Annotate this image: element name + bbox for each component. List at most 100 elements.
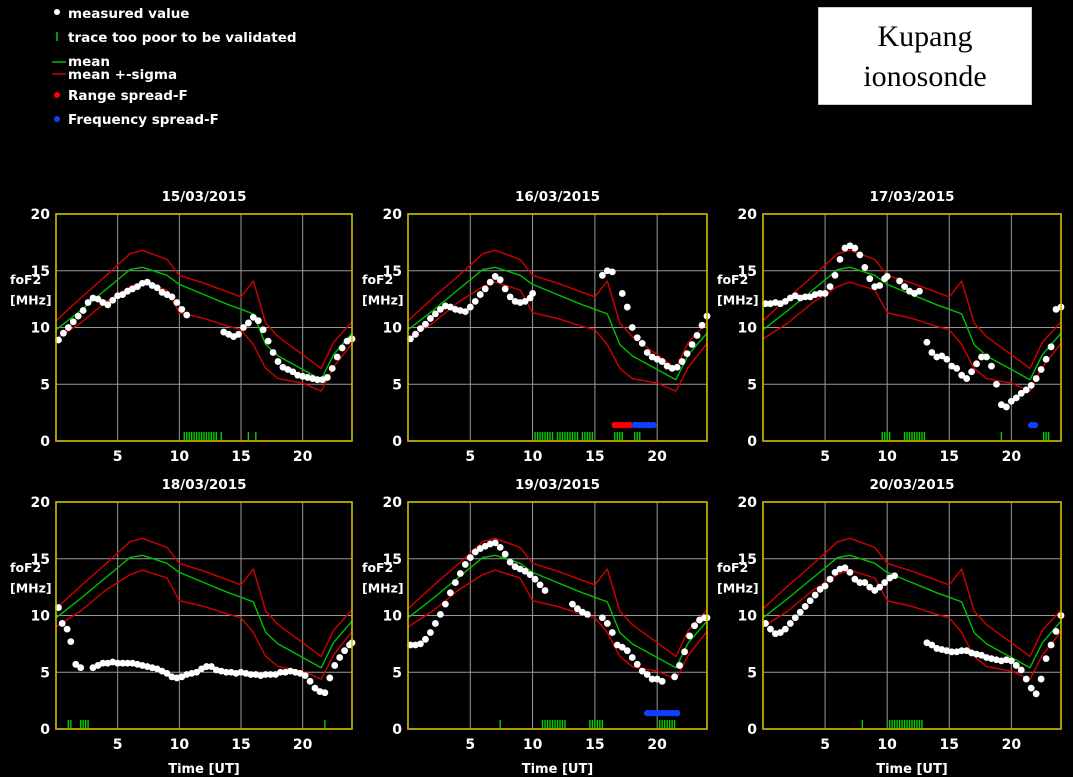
measured-point — [84, 299, 92, 306]
x-tick-label: 10 — [170, 737, 190, 753]
y-tick-label: 10 — [383, 609, 403, 625]
y-tick-label: 10 — [383, 321, 403, 337]
measured-point — [506, 293, 514, 301]
x-tick-label: 15 — [585, 449, 604, 465]
measured-point — [163, 669, 171, 677]
measured-point — [816, 585, 824, 593]
measured-point — [99, 659, 107, 667]
measured-point — [235, 330, 242, 338]
sigma-upper-line — [55, 249, 353, 370]
range-spread-point — [626, 421, 633, 429]
measured-point — [851, 575, 859, 583]
measured-point — [603, 620, 611, 627]
measured-point — [58, 620, 66, 627]
chart-panel-4 — [55, 501, 356, 730]
measured-point — [916, 287, 923, 295]
measured-point — [466, 303, 474, 311]
chart-panel-6 — [762, 501, 1065, 730]
x-axis-label: Time [UT] — [522, 762, 594, 777]
measured-point — [686, 632, 693, 640]
measured-point — [856, 579, 864, 586]
measured-point — [476, 291, 484, 298]
measured-point — [461, 308, 469, 316]
measured-point — [1052, 627, 1060, 635]
x-tick-label: 10 — [170, 449, 190, 465]
measured-point — [673, 363, 681, 371]
measured-point — [168, 293, 176, 301]
measured-point — [938, 352, 946, 360]
measured-point — [506, 558, 514, 566]
measured-point — [451, 579, 459, 586]
measured-point — [301, 672, 309, 680]
measured-point — [64, 324, 72, 331]
x-tick-label: 20 — [647, 449, 667, 465]
sigma-upper-line — [762, 249, 1062, 370]
plot-frame — [762, 213, 1062, 442]
y-tick-label: 5 — [747, 665, 757, 681]
x-tick-label: 5 — [820, 449, 830, 465]
measured-point — [323, 374, 331, 381]
x-tick-label: 5 — [465, 449, 475, 465]
measured-point — [432, 310, 439, 318]
measured-point — [876, 583, 884, 591]
measured-point — [856, 251, 864, 259]
x-tick-label: 15 — [940, 449, 959, 465]
measured-point — [178, 305, 186, 313]
freq-spread-point — [1031, 421, 1039, 429]
measured-point — [1042, 655, 1050, 663]
measured-point — [623, 647, 631, 655]
measured-point — [963, 375, 971, 382]
measured-point — [336, 654, 344, 661]
y-axis-label: foF2 — [10, 560, 41, 575]
plot-frame — [407, 213, 708, 442]
x-tick-label: 15 — [231, 737, 250, 753]
x-tick-label: 5 — [465, 737, 475, 753]
measured-point — [876, 282, 884, 289]
measured-point — [306, 677, 314, 685]
measured-point — [466, 554, 474, 562]
measured-point — [811, 591, 819, 599]
measured-point — [988, 362, 995, 370]
measured-point — [628, 324, 636, 331]
x-tick-label: 5 — [113, 737, 123, 753]
measured-point — [831, 568, 839, 576]
y-tick-label: 15 — [31, 552, 50, 568]
y-tick-label: 5 — [392, 377, 402, 393]
measured-point — [821, 290, 829, 297]
measured-point — [326, 674, 334, 682]
measured-point — [1037, 675, 1045, 683]
measured-point — [314, 376, 321, 384]
sigma-lower-line — [55, 569, 353, 680]
y-tick-label: 15 — [383, 264, 402, 280]
measured-point — [446, 589, 454, 597]
measured-point — [801, 603, 809, 610]
measured-point — [427, 629, 434, 636]
measured-point — [531, 575, 539, 583]
measured-point — [598, 271, 606, 279]
measured-point — [1017, 389, 1025, 397]
measured-point — [119, 659, 126, 667]
measured-point — [638, 667, 646, 675]
measured-point — [786, 620, 794, 627]
measured-point — [943, 355, 951, 363]
measured-point — [262, 671, 270, 678]
measured-point — [222, 668, 230, 676]
measured-point — [623, 303, 631, 311]
measured-point — [658, 358, 666, 365]
measured-point — [923, 338, 931, 346]
chart-title: 19/03/2015 — [515, 477, 600, 493]
y-tick-label: 0 — [392, 434, 402, 450]
measured-point — [1012, 662, 1020, 669]
mean-line — [762, 266, 1062, 381]
measured-point — [471, 297, 479, 305]
y-axis-unit: [MHz] — [362, 580, 404, 595]
sigma-upper-line — [762, 537, 1062, 658]
y-tick-label: 10 — [738, 321, 758, 337]
measured-point — [471, 548, 479, 556]
measured-point — [183, 311, 191, 319]
y-tick-label: 20 — [383, 495, 403, 511]
measured-point — [328, 364, 336, 372]
measured-point — [896, 277, 903, 285]
measured-point — [871, 587, 879, 594]
measured-point — [841, 564, 849, 572]
